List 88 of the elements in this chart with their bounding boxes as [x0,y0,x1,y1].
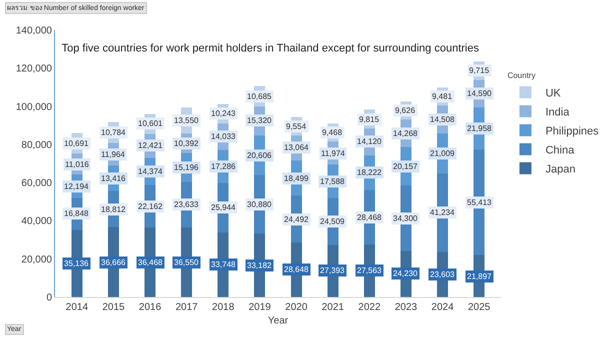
data-label: 23,603 [430,270,456,279]
legend-label: UK [545,88,562,100]
data-label: 10,243 [211,109,236,118]
data-label: 11,964 [101,150,126,159]
data-label: 21,958 [467,124,492,133]
x-tick-label: 2025 [468,302,491,313]
data-label: 14,268 [393,129,418,138]
data-label: 10,601 [138,119,164,128]
data-label: 35,136 [64,259,90,268]
data-label: 36,550 [174,258,200,267]
x-tick-label: 2018 [212,302,235,313]
data-label: 17,588 [320,177,346,186]
x-tick-label: 2023 [394,302,418,313]
data-label: 15,196 [174,163,200,172]
data-label: 20,157 [393,162,418,171]
data-label: 11,974 [321,149,346,158]
data-label: 11,016 [65,160,90,169]
data-label: 14,120 [357,137,382,146]
legend-label: Japan [545,164,576,176]
data-label: 10,784 [101,128,126,137]
data-label: 20,606 [247,151,272,160]
data-label: 9,815 [359,115,380,124]
data-label: 12,421 [138,141,164,150]
data-label: 28,648 [284,265,310,274]
data-label: 22,162 [138,202,164,211]
data-label: 13,064 [284,143,310,152]
data-label: 28,468 [357,213,382,222]
y-tick-label: 60,000 [21,178,52,190]
data-label: 16,848 [64,209,90,218]
x-tick-label: 2014 [66,302,88,313]
y-tick-label: 40,000 [21,216,52,228]
x-tick-label: 2016 [138,302,162,313]
data-label: 23,633 [174,200,200,209]
data-label: 30,880 [247,200,272,209]
data-label: 9,468 [322,128,343,137]
data-label: 14,374 [138,167,164,176]
data-label: 27,393 [320,266,346,275]
data-label: 9,715 [469,66,490,75]
legend-label: India [545,106,570,119]
data-label: 36,666 [101,258,126,267]
x-tick-label: 2020 [285,302,308,313]
data-label: 9,481 [432,92,453,101]
data-label: 10,392 [174,139,200,148]
x-tick-label: 2019 [248,302,272,313]
data-label: 14,033 [211,132,236,141]
y-tick-label: 140,000 [16,26,52,36]
data-label: 24,509 [320,217,346,226]
data-label: 18,812 [101,205,126,214]
data-label: 33,748 [211,260,236,269]
data-label: 24,230 [393,269,418,278]
data-label: 18,499 [284,174,310,183]
data-label: 10,685 [247,92,272,101]
data-label: 21,897 [467,272,492,281]
y-tick-label: 0 [46,292,52,304]
y-tick-label: 120,000 [16,64,52,75]
x-tick-label: 2017 [175,302,198,313]
data-label: 36,468 [138,258,164,267]
data-label: 9,554 [286,122,307,131]
text: Top five countries for work permit holders in Thailand except for surrounding countries [62,42,480,55]
x-tick-label: 2015 [102,302,126,313]
data-label: 12,194 [64,182,90,191]
data-label: 13,550 [174,116,200,125]
data-label: 14,590 [467,89,492,98]
data-label: 13,416 [101,174,126,183]
data-label: 41,234 [430,208,456,217]
y-tick-label: 100,000 [16,102,52,113]
data-label: 25,944 [211,203,236,212]
data-label: 17,286 [211,162,236,171]
x-tick-label: 2022 [358,302,381,313]
x-tick-label: 2021 [322,302,344,313]
data-label: 27,563 [357,266,382,275]
y-tick-label: 20,000 [21,254,52,266]
data-label: 33,182 [247,261,272,270]
data-label: 55,413 [467,198,492,207]
data-label: 14,508 [430,115,456,124]
y-tick-label: 80,000 [21,140,52,151]
data-label: 18,222 [357,168,382,177]
x-axis-title: Year [268,316,289,326]
data-label: 24,492 [284,215,310,224]
legend-label: China [545,144,576,157]
data-label: 34,300 [393,214,418,223]
data-label: 15,320 [247,116,272,125]
legend-title: Country [507,70,536,80]
x-tick-label: 2024 [431,302,454,313]
data-label: 9,626 [395,106,416,115]
legend-label: Philippines [545,126,600,138]
data-label: 10,691 [64,139,90,148]
data-label: 21,009 [430,149,456,158]
